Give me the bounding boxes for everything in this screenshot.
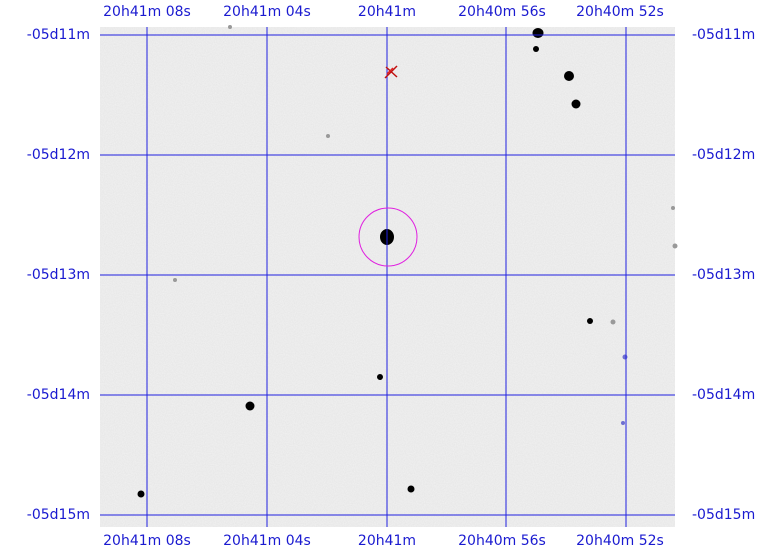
dec-label: -05d13m (27, 267, 90, 283)
ra-label: 20h41m (358, 4, 416, 20)
dec-label: -05d14m (27, 387, 90, 403)
ra-label: 20h41m 04s (223, 533, 311, 549)
dec-labels-left: -05d11m -05d12m -05d13m -05d14m -05d15m (27, 27, 90, 523)
dec-label: -05d15m (27, 507, 90, 523)
dec-label: -05d13m (692, 267, 755, 283)
ra-label: 20h40m 56s (458, 533, 546, 549)
dec-label: -05d11m (692, 27, 755, 43)
ra-labels-bottom: 20h41m 08s 20h41m 04s 20h41m 20h40m 56s … (103, 533, 664, 549)
target-circle (358, 207, 418, 267)
ra-label: 20h40m 52s (576, 4, 664, 20)
ra-label: 20h41m 04s (223, 4, 311, 20)
target-marker (384, 65, 398, 79)
dec-labels-right: -05d11m -05d12m -05d13m -05d14m -05d15m (692, 27, 755, 523)
ra-label: 20h41m 08s (103, 4, 191, 20)
sky-image (100, 25, 678, 527)
ra-label: 20h41m (358, 533, 416, 549)
grid (100, 27, 675, 527)
ra-label: 20h40m 52s (576, 533, 664, 549)
dec-label: -05d14m (692, 387, 755, 403)
ra-label: 20h40m 56s (458, 4, 546, 20)
ra-label: 20h41m 08s (103, 533, 191, 549)
dec-label: -05d11m (27, 27, 90, 43)
dec-label: -05d12m (692, 147, 755, 163)
dec-label: -05d15m (692, 507, 755, 523)
dec-label: -05d12m (27, 147, 90, 163)
ra-labels-top: 20h41m 08s 20h41m 04s 20h41m 20h40m 56s … (103, 4, 664, 20)
